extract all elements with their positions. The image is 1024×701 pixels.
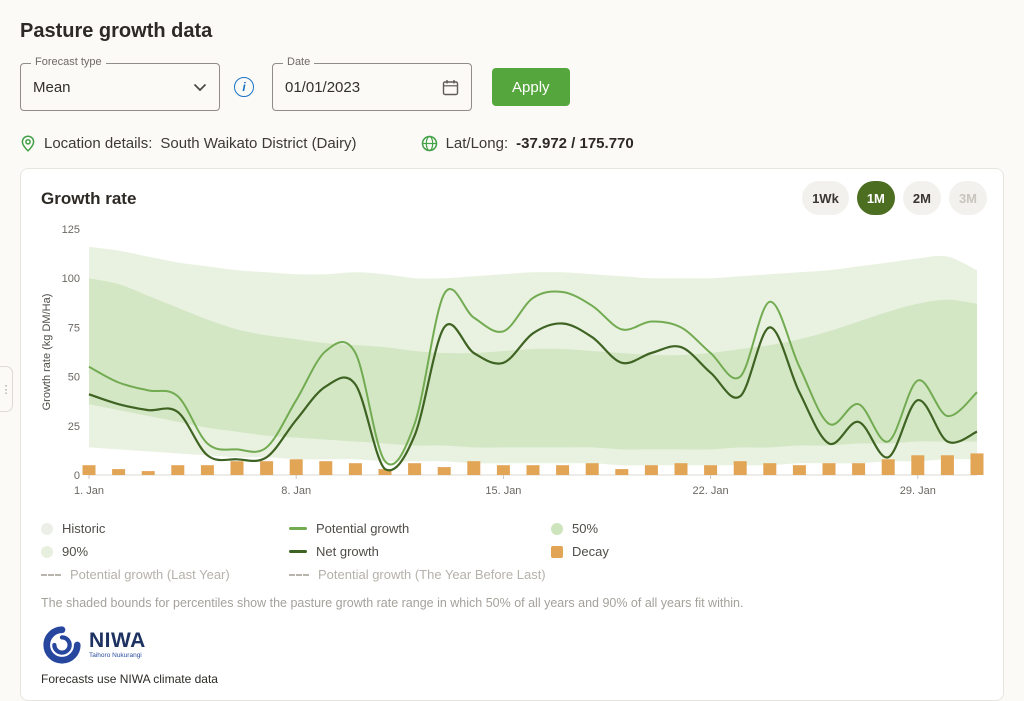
legend-item-historic: Historic <box>41 521 289 536</box>
potential-growth-line <box>88 288 978 466</box>
data-attribution: Forecasts use NIWA climate data <box>41 672 218 686</box>
svg-text:15. Jan: 15. Jan <box>485 485 521 497</box>
legend-label: Potential growth <box>316 521 410 536</box>
forecast-type-label: Forecast type <box>31 56 106 68</box>
legend-label: Historic <box>62 521 106 536</box>
legend-label: 90% <box>62 544 89 559</box>
svg-text:50: 50 <box>68 372 80 384</box>
svg-text:0: 0 <box>74 470 80 482</box>
location-details-value: South Waikato District (Dairy) <box>160 135 357 152</box>
chart-legend: Historic Potential growth 50% 90% Net growth… <box>37 517 987 582</box>
chevron-down-icon <box>193 83 207 91</box>
controls-row: Forecast type Mean i Date 01/01/2023 App… <box>20 56 1004 111</box>
legend-item-potential-growth-last-year: Potential growth (Last Year) <box>41 567 289 582</box>
date-label: Date <box>283 56 315 68</box>
range-3m: 3M <box>948 181 987 215</box>
legend-label: Potential growth (The Year Before Last) <box>318 567 546 582</box>
decay-bars <box>82 453 984 475</box>
legend-item-50: 50% <box>551 521 983 536</box>
legend-swatch <box>41 545 53 558</box>
calendar-icon <box>442 79 459 95</box>
niwa-swirl-icon <box>43 626 81 664</box>
legend-swatch <box>289 550 307 553</box>
apply-button[interactable]: Apply <box>492 68 570 106</box>
y-axis: 0 25 50 75 100 125 Growth rate (kg DM/Ha) <box>41 224 80 482</box>
svg-text:1. Jan: 1. Jan <box>74 485 104 497</box>
legend-swatch <box>41 522 53 535</box>
legend-label: 50% <box>572 521 599 536</box>
svg-text:100: 100 <box>62 273 80 285</box>
card-header: Growth rate 1Wk 1M 2M 3M <box>37 181 987 215</box>
svg-text:8. Jan: 8. Jan <box>281 485 311 497</box>
y-axis-title: Growth rate (kg DM/Ha) <box>41 294 53 411</box>
legend-swatch <box>289 527 307 530</box>
location-row: Location details: South Waikato District… <box>20 135 1004 152</box>
date-value: 01/01/2023 <box>285 78 361 96</box>
legend-swatch <box>289 573 309 576</box>
legend-label: Net growth <box>316 544 379 559</box>
legend-item-potential-growth-the-year-before-last: Potential growth (The Year Before Last) <box>289 567 551 582</box>
niwa-logo: NIWA Taihoro Nukurangi <box>41 624 983 666</box>
svg-text:75: 75 <box>68 322 80 334</box>
band-50 <box>89 278 977 450</box>
latlong-value: -37.972 / 175.770 <box>516 135 634 152</box>
range-2m[interactable]: 2M <box>902 181 941 215</box>
legend-item-potential-growth: Potential growth <box>289 521 551 536</box>
svg-text:125: 125 <box>62 224 80 236</box>
forecast-type-select[interactable]: Forecast type Mean <box>20 56 220 111</box>
range-1m[interactable]: 1M <box>856 181 895 215</box>
x-axis: 1. Jan 8. Jan 15. Jan 22. Jan 29. Jan <box>74 475 936 497</box>
legend-item-decay: Decay <box>551 544 983 559</box>
svg-text:22. Jan: 22. Jan <box>693 485 729 497</box>
time-range-selector: 1Wk 1M 2M 3M <box>802 181 987 215</box>
latlong: Lat/Long: -37.972 / 175.770 <box>421 135 634 152</box>
legend-item-90: 90% <box>41 544 289 559</box>
percentile-bands <box>89 246 977 466</box>
legend-item-net-growth: Net growth <box>289 544 551 559</box>
legend-swatch <box>551 545 563 558</box>
location-pin-icon <box>21 135 35 152</box>
net-growth-line <box>88 322 978 472</box>
legend-swatch <box>551 522 563 535</box>
range-1wk[interactable]: 1Wk <box>802 181 849 215</box>
location-details-label: Location details: <box>44 135 153 152</box>
legend-label: Decay <box>572 544 609 559</box>
svg-text:25: 25 <box>68 421 80 433</box>
chart-title: Growth rate <box>41 189 137 208</box>
latlong-label: Lat/Long: <box>445 135 509 152</box>
niwa-logo-text: NIWA Taihoro Nukurangi <box>89 630 146 660</box>
niwa-logo-name: NIWA <box>89 629 146 653</box>
niwa-logo-subtext: Taihoro Nukurangi <box>89 652 142 660</box>
forecast-type-value: Mean <box>33 78 71 96</box>
globe-icon <box>421 135 437 152</box>
page-title: Pasture growth data <box>20 20 213 42</box>
svg-text:29. Jan: 29. Jan <box>900 485 936 497</box>
percentile-footnote: The shaded bounds for percentiles show t… <box>41 596 744 610</box>
growth-rate-card: Growth rate 1Wk 1M 2M 3M 0 25 50 75 100 125 Growt… <box>20 168 1004 701</box>
date-input[interactable]: Date 01/01/2023 <box>272 56 472 111</box>
location-details: Location details: South Waikato District… <box>20 135 357 152</box>
legend-label: Potential growth (Last Year) <box>70 567 230 582</box>
side-drawer-handle[interactable]: ⋮ <box>0 366 13 412</box>
growth-rate-chart: 0 25 50 75 100 125 Growth rate (kg DM/Ha) 1. Ja… <box>41 224 984 497</box>
info-icon[interactable]: i <box>234 77 254 97</box>
legend-swatch <box>41 573 61 576</box>
